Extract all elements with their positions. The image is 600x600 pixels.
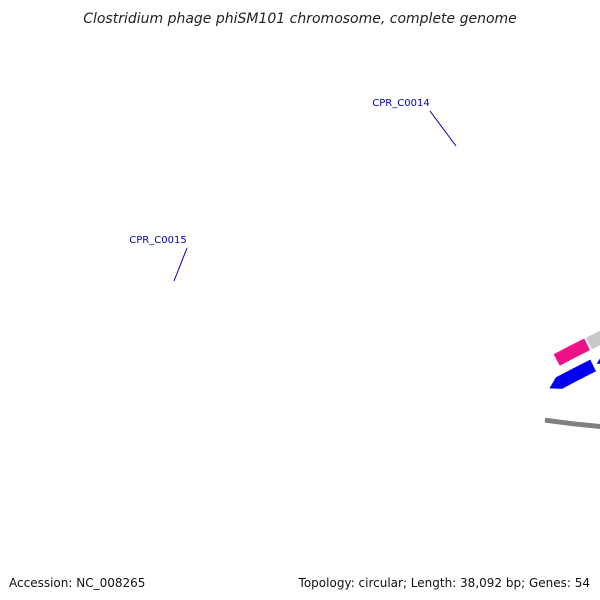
gene-label-1: CPR_C0014	[372, 98, 429, 109]
gene-leader-line-1	[429, 110, 457, 147]
genome-summary-text: Topology: circular; Length: 38,092 bp; G…	[298, 576, 590, 590]
accession-text: Accession: NC_008265	[9, 576, 146, 590]
cds-arrows	[549, 358, 600, 389]
map-title: Clostridium phage phiSM101 chromosome, c…	[83, 11, 517, 27]
segment-light	[586, 330, 600, 350]
gene-labels: CPR_C0014 CPR_C0015	[129, 98, 457, 282]
content-segments	[553, 330, 600, 366]
segment-pink	[553, 338, 591, 366]
cds-arrow-3	[549, 359, 597, 389]
gene-leader-line-2	[173, 247, 188, 282]
gene-label-2: CPR_C0015	[129, 235, 186, 246]
cds-arrow-2	[596, 358, 600, 364]
